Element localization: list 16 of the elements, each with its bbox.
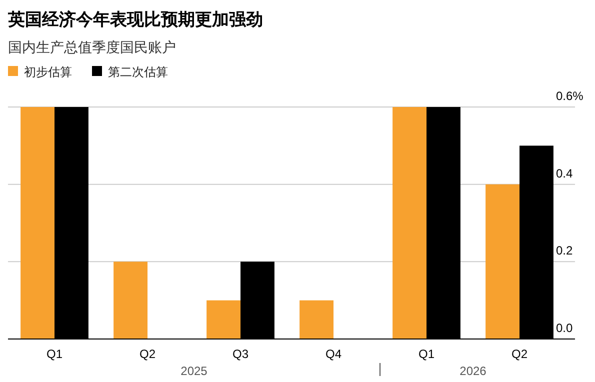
chart-subtitle: 国内生产总值季度国民账户 — [8, 39, 176, 55]
x-tick-label: Q4 — [325, 347, 342, 361]
x-tick-label: Q2 — [511, 347, 528, 361]
y-tick-label: 0.2 — [556, 244, 574, 258]
x-tick-label: Q1 — [418, 347, 435, 361]
x-tick-label: Q3 — [232, 347, 249, 361]
y-tick-label: 0.4 — [556, 166, 574, 180]
x-tick-label: Q2 — [139, 347, 156, 361]
text: 2025 — [180, 364, 208, 378]
legend-label: 第二次估算 — [108, 65, 168, 79]
y-tick-label: 0.6% — [556, 89, 584, 103]
y-tick-label: 0.0 — [556, 321, 574, 335]
legend-label: 初步估算 — [24, 65, 72, 79]
text: 2026 — [460, 364, 487, 378]
x-tick-label: Q1 — [46, 347, 63, 361]
chart-title: 英国经济今年表现比预期更加强劲 — [7, 10, 263, 29]
